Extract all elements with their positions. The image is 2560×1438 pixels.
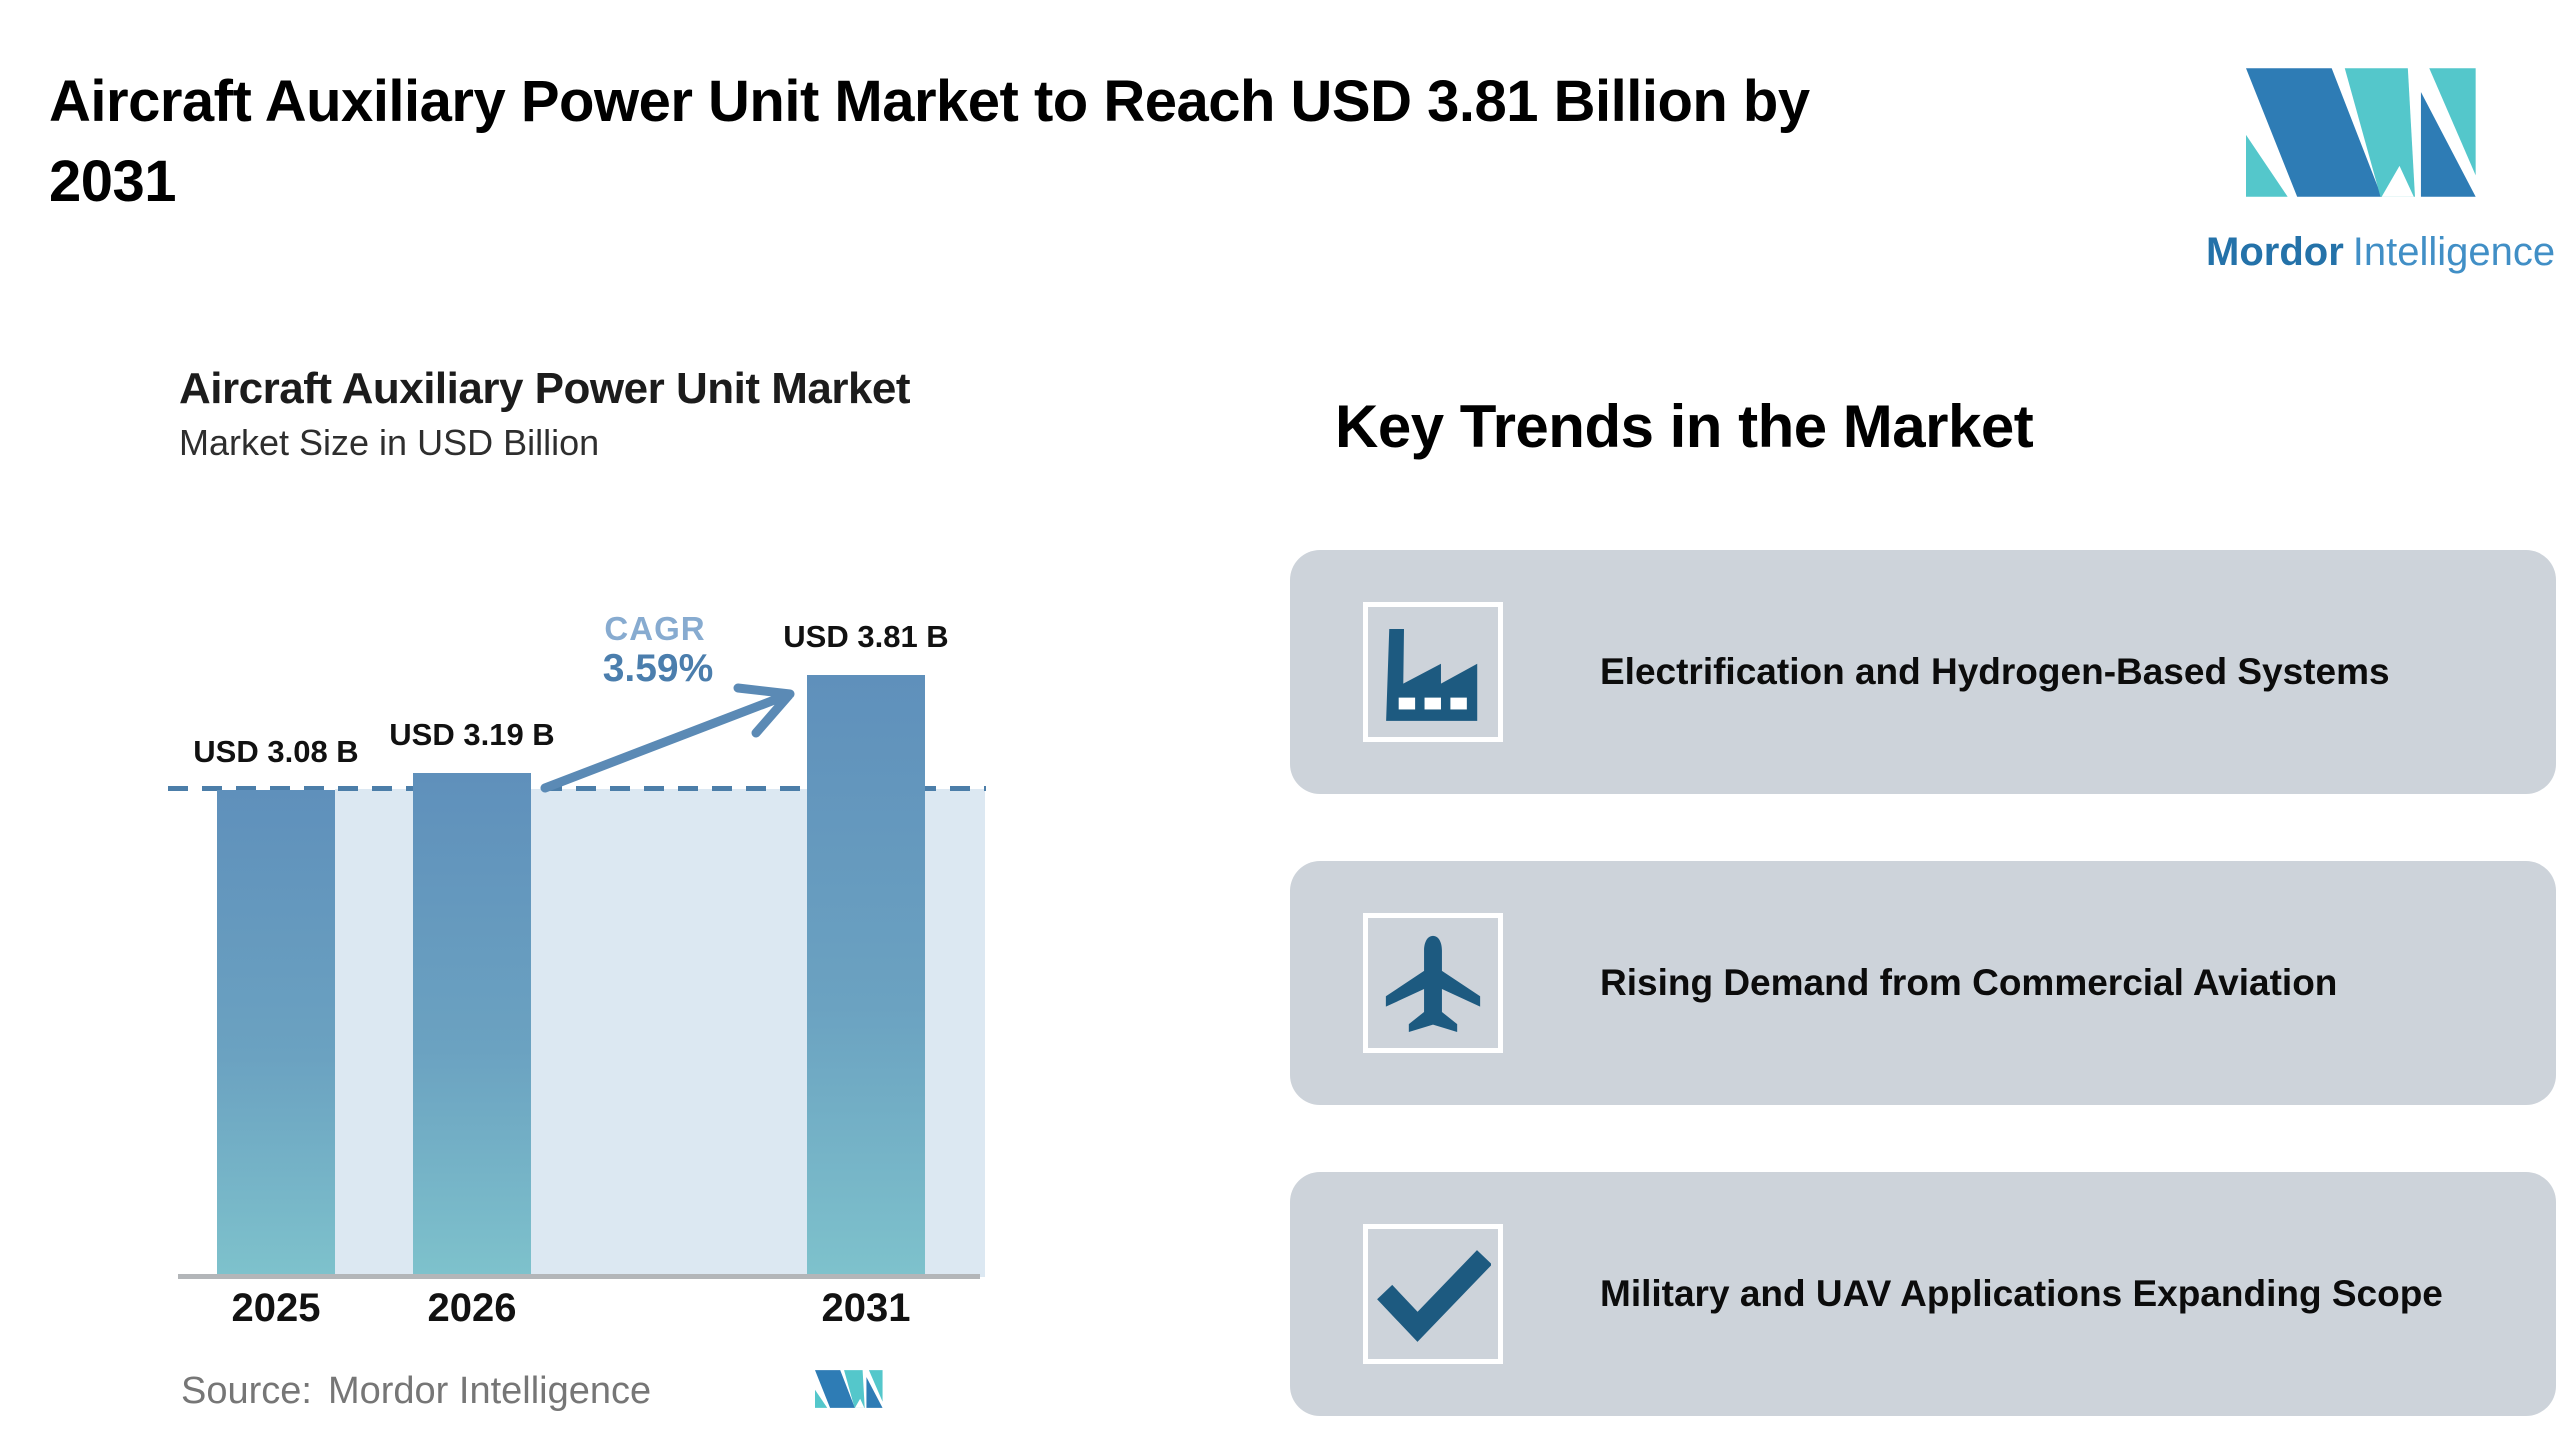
page-title: Aircraft Auxiliary Power Unit Market to … xyxy=(49,62,2129,222)
mordor-m-small-icon xyxy=(815,1370,883,1408)
bar-2031 xyxy=(807,675,925,1277)
trend-label: Electrification and Hydrogen-Based Syste… xyxy=(1600,651,2390,692)
cagr-value: 3.59% xyxy=(602,647,714,690)
bar-chart-plot: USD 3.08 B USD 3.19 B USD 3.81 B CAGR 3.59… xyxy=(148,346,988,1438)
trend-label: Military and UAV Applications Expanding … xyxy=(1600,1273,2443,1314)
mordor-m-icon xyxy=(2246,68,2476,197)
factory-icon-box xyxy=(1363,602,1503,742)
reference-dashed-line xyxy=(168,786,986,791)
page-title-line1: Aircraft Auxiliary Power Unit Market to … xyxy=(49,69,1810,134)
growth-arrow-icon xyxy=(540,683,795,793)
x-axis-tick-label: 2031 xyxy=(821,1286,911,1330)
airplane-icon-box xyxy=(1363,913,1503,1053)
page-title-line2: 2031 xyxy=(49,149,177,214)
trend-card-commercial-aviation: Rising Demand from Commercial Aviation xyxy=(1290,861,2556,1105)
bar-value-label: USD 3.19 B xyxy=(389,717,555,752)
key-trends-heading: Key Trends in the Market xyxy=(1335,393,2034,460)
cagr-label: CAGR xyxy=(604,610,706,647)
check-icon xyxy=(1377,1250,1491,1342)
chart-subtitle: Market Size in USD Billion xyxy=(179,422,600,463)
brand-wordmark-bold: Mordor xyxy=(2206,230,2344,274)
trend-card-electrification: Electrification and Hydrogen-Based Syste… xyxy=(1290,550,2556,794)
trend-card-military-uav: Military and UAV Applications Expanding … xyxy=(1290,1172,2556,1416)
x-axis-tick-label: 2026 xyxy=(427,1286,517,1330)
source-label: Source: xyxy=(181,1370,312,1412)
bar-value-label: USD 3.81 B xyxy=(783,619,949,654)
trend-label: Rising Demand from Commercial Aviation xyxy=(1600,962,2338,1003)
brand-wordmark-light: Intelligence xyxy=(2352,230,2556,274)
chart-title: Aircraft Auxiliary Power Unit Market xyxy=(179,364,911,413)
factory-icon xyxy=(1386,628,1478,721)
bar-2026 xyxy=(413,773,531,1277)
check-icon-box xyxy=(1363,1224,1503,1364)
brand-logo: Mordor Intelligence xyxy=(2206,30,2555,320)
bar-2025 xyxy=(217,790,335,1277)
source-line: Source: Mordor Intelligence xyxy=(181,1370,651,1413)
airplane-icon xyxy=(1385,935,1481,1033)
bar-value-label: USD 3.08 B xyxy=(193,734,359,769)
brand-wordmark: Mordor Intelligence xyxy=(2206,230,2555,275)
source-value: Mordor Intelligence xyxy=(327,1370,652,1412)
x-axis-tick-label: 2025 xyxy=(231,1286,321,1330)
market-chart-card: Aircraft Auxiliary Power Unit Market Mar… xyxy=(148,346,988,1438)
x-axis-line xyxy=(178,1274,980,1279)
